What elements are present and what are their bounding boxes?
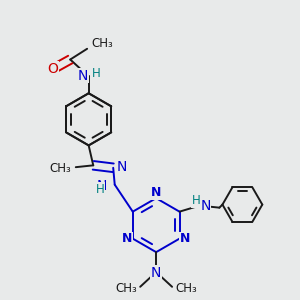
Text: CH₃: CH₃ (92, 37, 113, 50)
Text: CH₃: CH₃ (49, 162, 71, 175)
Text: H: H (96, 183, 104, 196)
Text: O: O (47, 62, 58, 76)
Text: N: N (78, 69, 88, 83)
Text: N: N (122, 232, 132, 245)
Text: N: N (117, 160, 127, 174)
Text: N: N (151, 186, 161, 199)
Text: H: H (192, 194, 201, 207)
Text: N: N (151, 266, 161, 280)
Text: CH₃: CH₃ (175, 282, 197, 295)
Text: H: H (92, 68, 101, 80)
Text: N: N (97, 178, 107, 193)
Text: N: N (180, 232, 190, 245)
Text: N: N (200, 199, 211, 212)
Text: CH₃: CH₃ (116, 282, 137, 295)
